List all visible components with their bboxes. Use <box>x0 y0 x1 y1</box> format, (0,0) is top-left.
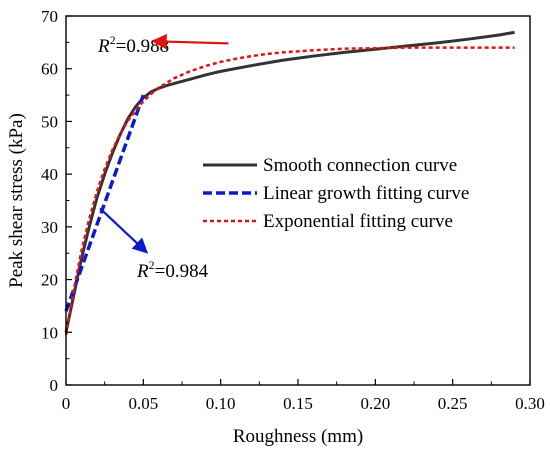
ticks-layer: 0 0.05 0.10 0.15 0.20 0.25 0.30 0 10 20 30 40 50 60 70 <box>41 7 545 413</box>
x-tick-label: 0.10 <box>206 394 236 413</box>
legend-label-smooth: Smooth connection curve <box>263 155 457 176</box>
annotation-r2-exponential-value: =0.988 <box>116 36 169 57</box>
y-tick-label: 40 <box>41 165 58 184</box>
y-tick-label: 50 <box>41 112 58 131</box>
series-linear-fit <box>64 94 145 312</box>
legend-label-exponential: Exponential fitting curve <box>263 211 453 232</box>
annotation-r2-linear: R2=0.984 <box>136 258 209 282</box>
x-tick-label: 0.25 <box>438 394 468 413</box>
annotation-r2-exponential-sup: 2 <box>110 33 116 47</box>
arrows-layer <box>99 33 229 254</box>
series-exponential-fit <box>64 46 515 336</box>
x-tick-label: 0.05 <box>128 394 158 413</box>
annotation-r2-exponential-symbol: R <box>97 36 110 57</box>
annotation-arrow-linear <box>99 207 149 254</box>
annotation-r2-linear-sup: 2 <box>149 258 155 272</box>
series-smooth-connection <box>64 30 515 333</box>
y-tick-label: 70 <box>41 7 58 26</box>
x-tick-label: 0.20 <box>360 394 390 413</box>
legend-label-linear: Linear growth fitting curve <box>263 183 469 204</box>
x-tick-label: 0 <box>62 394 71 413</box>
annotation-r2-exponential: R2=0.988 <box>97 33 169 57</box>
y-tick-label: 0 <box>50 376 59 395</box>
legend: Smooth connection curve Linear growth fi… <box>203 155 469 232</box>
y-axis-title: Peak shear stress (kPa) <box>6 113 27 288</box>
x-tick-label: 0.15 <box>283 394 313 413</box>
x-axis-title: Roughness (mm) <box>233 426 363 447</box>
y-tick-label: 60 <box>41 60 58 79</box>
annotation-r2-linear-symbol: R <box>136 261 149 282</box>
annotation-arrow-exponential <box>151 33 229 50</box>
y-tick-label: 30 <box>41 218 58 237</box>
y-tick-label: 20 <box>41 271 58 290</box>
annotation-r2-linear-value: =0.984 <box>155 261 209 282</box>
series-layer <box>64 30 515 336</box>
y-tick-label: 10 <box>41 323 58 342</box>
x-tick-label: 0.30 <box>515 394 545 413</box>
